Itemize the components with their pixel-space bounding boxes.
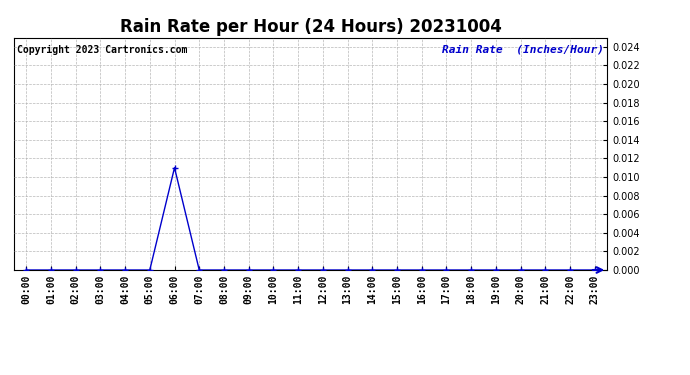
Title: Rain Rate per Hour (24 Hours) 20231004: Rain Rate per Hour (24 Hours) 20231004 xyxy=(119,18,502,36)
Text: Copyright 2023 Cartronics.com: Copyright 2023 Cartronics.com xyxy=(17,45,187,54)
Text: Rain Rate  (Inches/Hour): Rain Rate (Inches/Hour) xyxy=(442,45,604,54)
